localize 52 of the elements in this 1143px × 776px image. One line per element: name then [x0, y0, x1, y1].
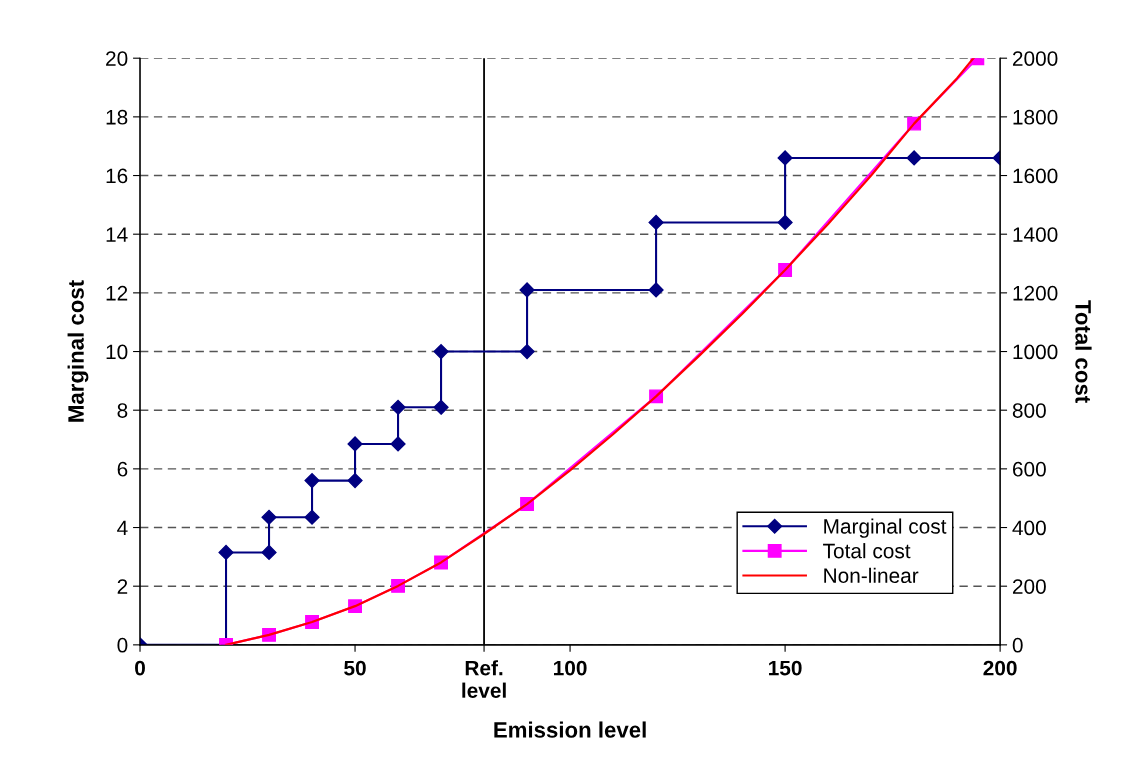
y2-axis-title: Total cost: [1075, 300, 1092, 403]
y-tick-label: 4: [117, 520, 128, 536]
point: [390, 399, 406, 415]
point: [648, 214, 664, 231]
y2-tick-label: 1200: [1013, 285, 1058, 301]
point: [777, 150, 793, 166]
y2-tick-label: 400: [1012, 520, 1046, 536]
y2-tick-label: 200: [1012, 579, 1046, 594]
y2-tick-label: 1400: [1013, 227, 1058, 242]
y-tick-label: 8: [117, 403, 128, 418]
y-tick-label: 16: [106, 168, 128, 184]
point: [261, 509, 277, 525]
point: [304, 509, 320, 525]
y-tick-label: 2: [117, 579, 128, 594]
y-tick-label: 14: [106, 227, 128, 242]
point: [777, 214, 793, 231]
y2-tick-label: 1800: [1013, 109, 1058, 125]
y-tick-label: 10: [106, 344, 128, 360]
y-tick-label: 12: [106, 285, 128, 301]
legend-label: Marginal cost: [824, 518, 947, 538]
x-tick-label: 50: [344, 660, 366, 676]
y2-tick-label: 0: [1012, 637, 1023, 653]
point: [433, 399, 449, 415]
point: [648, 282, 664, 298]
legend-label: Non-linear: [824, 567, 919, 584]
legend-label: Total cost: [823, 543, 911, 559]
point: [519, 343, 535, 360]
y-tick-label: 20: [106, 51, 128, 66]
y2-tick-label: 1000: [1013, 344, 1058, 360]
x-tick-label: 150: [769, 660, 802, 676]
point: [390, 436, 406, 452]
y2-tick-label: 600: [1012, 461, 1046, 477]
y-axis-title: Marginal cost: [67, 280, 89, 422]
y-tick-label: 6: [117, 461, 128, 477]
y2-tick-label: 800: [1012, 403, 1046, 418]
y-tick-label: 0: [117, 637, 128, 653]
x-tick-label: Ref. level: [462, 660, 506, 698]
point: [347, 436, 363, 452]
y2-tick-label: 1600: [1013, 168, 1058, 184]
point: [433, 343, 449, 360]
y2-tick-label: 2000: [1012, 51, 1058, 66]
y-tick-label: 18: [106, 109, 128, 125]
point: [519, 282, 535, 298]
x-tick-label: 0: [135, 660, 145, 676]
x-tick-label: 100: [554, 660, 587, 676]
x-tick-label: 200: [983, 660, 1017, 676]
point: [906, 150, 922, 166]
point: [261, 544, 277, 561]
point: [347, 473, 363, 489]
x-axis-title: Emission level: [494, 721, 646, 738]
point: [304, 473, 320, 489]
point: [218, 544, 234, 561]
